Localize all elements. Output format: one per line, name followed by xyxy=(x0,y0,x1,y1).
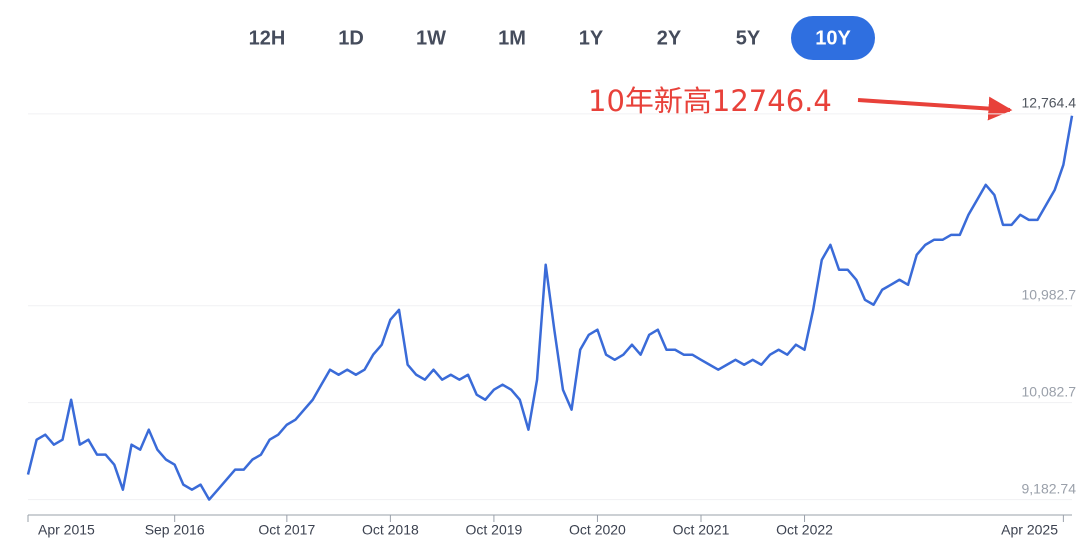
y-tick-label: 10,982.7 xyxy=(1022,286,1077,302)
range-selector: 12H 1D 1W 1M 1Y 2Y 5Y 10Y xyxy=(249,16,875,60)
annotation: 10年新高12746.4 xyxy=(588,84,832,118)
annotation-arrow xyxy=(857,96,1013,121)
price-line xyxy=(26,115,1074,501)
x-tick-label: Apr 2025 xyxy=(1001,522,1058,538)
active-button-bg[interactable] xyxy=(791,16,875,60)
x-tick-label: Oct 2017 xyxy=(258,522,315,538)
range-button[interactable]: 1D xyxy=(338,27,364,49)
range-button[interactable]: 5Y xyxy=(736,27,761,49)
range-button[interactable]: 2Y xyxy=(657,27,682,49)
x-tick-label: Oct 2021 xyxy=(673,522,730,538)
x-tick-label: Oct 2020 xyxy=(569,522,626,538)
y-tick-label: 9,182.74 xyxy=(1022,480,1077,496)
y-tick-label: 10,082.7 xyxy=(1022,383,1077,399)
range-button[interactable]: 1W xyxy=(416,27,446,49)
x-tick-label: Sep 2016 xyxy=(145,522,205,538)
range-button[interactable]: 12H xyxy=(249,27,286,49)
y-tick-label: 12,764.4 xyxy=(1022,95,1077,111)
range-button[interactable]: 1Y xyxy=(579,27,604,49)
range-button[interactable]: 10Y xyxy=(815,27,851,49)
x-tick-label: Oct 2022 xyxy=(776,522,833,538)
x-tick-label: Oct 2018 xyxy=(362,522,419,538)
x-tick-label: Apr 2015 xyxy=(38,522,95,538)
range-button[interactable]: 1M xyxy=(498,27,526,49)
x-tick-label: Oct 2019 xyxy=(466,522,523,538)
